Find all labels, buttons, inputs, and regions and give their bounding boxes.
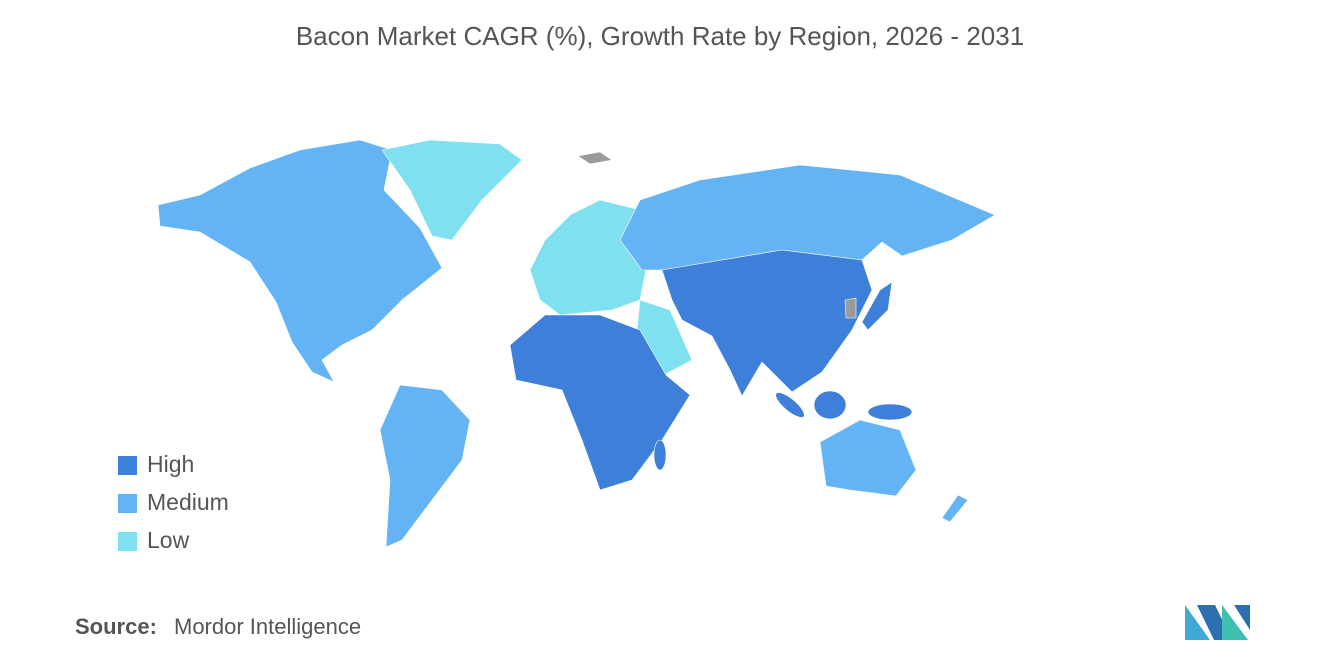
africa [509,314,691,491]
legend-swatch [118,456,137,475]
logo [1185,605,1250,640]
new-zealand [941,494,969,523]
south-america [379,384,471,548]
map-title: Bacon Market CAGR (%), Growth Rate by Re… [296,21,1024,51]
europe [529,199,647,316]
legend-swatch [118,494,137,513]
legend-swatch [118,532,137,551]
borneo [813,390,847,420]
north-america [157,139,443,383]
greenland [381,139,523,241]
asia [661,249,873,397]
new-guinea [867,403,913,421]
sumatra [775,392,805,418]
source-label: Source: [75,614,157,639]
japan [861,281,893,331]
legend-label: High [147,451,194,477]
legend-label: Low [147,527,190,553]
madagascar [653,439,667,471]
world-map [157,139,996,548]
source-text: Mordor Intelligence [174,614,361,639]
korea [844,297,857,319]
australia [819,419,917,497]
legend-label: Medium [147,489,229,515]
legend: High Medium Low [118,451,229,553]
svalbard [577,151,613,165]
